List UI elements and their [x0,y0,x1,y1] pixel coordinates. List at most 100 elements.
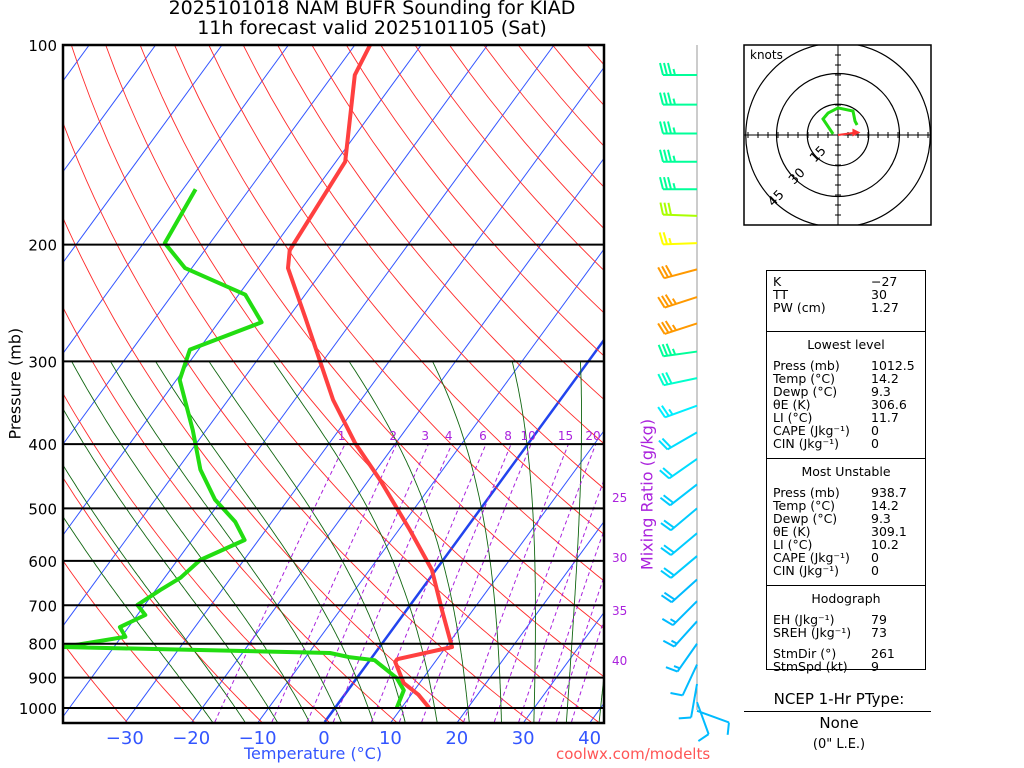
wind-barb [659,121,697,135]
barb-feather [667,92,672,105]
barb-feather [665,343,673,356]
stat-label: K [773,274,782,289]
barb-feather [657,344,665,357]
barb-feather [659,121,664,134]
stat-label: Dewp (°C) [773,384,838,399]
dry-adiabat [63,306,397,723]
dry-adiabat [63,392,330,723]
pressure-tick-label: 800 [28,636,57,654]
barb-shaft [662,213,698,217]
temperature-profile [286,45,454,710]
wind-barb [659,483,698,507]
moist-adiabat [432,361,502,723]
barb-feather [664,320,674,332]
barb-feather [657,322,666,335]
isotherm-line [63,45,289,355]
temperature-tick-label: −20 [172,728,210,749]
wind-barb [678,683,698,720]
stat-value: 0 [871,436,879,451]
stat-label: LI (°C) [773,410,813,425]
pressure-tick-label: 600 [28,553,57,571]
mixing-ratio-line [332,443,453,723]
stat-value: 0 [871,550,879,565]
stat-value: 309.1 [871,524,907,539]
barb-half-feather [672,68,676,76]
barb-feather [663,591,676,601]
barb-feather [659,469,670,480]
wind-barb [657,320,698,335]
pressure-tick-label: 400 [28,436,57,454]
barb-feather [659,92,664,105]
mixing-ratio-label: 15 [558,429,573,443]
barb-feather [660,547,672,556]
barb-half-feather [668,237,672,245]
pressure-tick-label: 200 [28,237,57,255]
stat-row: CAPE (Jkg⁻¹) 0 [773,424,919,437]
mixing-ratio-label: 2 [389,429,397,443]
section-heading: Lowest level [807,337,885,352]
stat-value: 1.27 [871,300,899,315]
pressure-tick-label: 900 [28,670,57,688]
barb-shaft [670,532,698,556]
barb-feather [663,62,668,76]
credit-link[interactable]: coolwx.com/modelts [556,745,711,763]
isotherm-line [191,157,604,723]
stat-row: Press (mb) 938.7 [773,486,919,499]
isotherm-line [63,45,157,173]
x-axis-title: Temperature (°C) [244,744,383,763]
dewpoint-profile [63,188,406,709]
barb-feather [659,62,664,76]
moist-adiabat [565,361,582,723]
mixing-ratio-label: 6 [479,429,487,443]
temperature-tick-label: 40 [578,728,601,749]
barb-feather [726,722,730,735]
moist-adiabat [511,361,536,722]
barb-shaft [670,507,698,532]
stat-label: PW (cm) [773,300,826,315]
mixing-ratio-label: 3 [421,429,429,443]
stat-label: CIN (Jkg⁻¹) [773,436,839,451]
wind-barb [658,431,698,451]
wind-barb [696,701,710,742]
stat-value: 0 [871,563,879,578]
barb-feather [663,176,668,190]
barb-feather [678,716,692,720]
barb-feather [661,265,669,278]
plot-frame [61,43,606,725]
barb-shaft [673,620,698,648]
wind-barb [657,294,698,309]
stat-row: CAPE (Jkg⁻¹) 0 [773,551,919,564]
pressure-tick-label: 100 [28,37,57,55]
stat-value: 306.6 [871,397,907,412]
wind-barb [660,555,698,579]
stat-row: Dewp (°C) 9.3 [773,385,919,398]
stat-value: 73 [871,625,887,640]
stat-value: 11.7 [871,410,899,425]
wind-barb [659,149,697,163]
barb-shaft [663,350,698,358]
stat-row: CIN (Jkg⁻¹) 0 [773,564,919,577]
wind-barb [659,458,698,480]
isotherm-line [257,248,604,723]
lowest-level-section: Lowest level Press (mb) 1012.5 Temp (°C) 14.… [767,332,925,459]
barb-shaft [662,242,698,246]
wind-barb [659,62,697,77]
barb-shaft [663,268,698,280]
barb-feather [664,294,674,306]
mixing-ratio-label: 10 [520,429,535,443]
mixing-ratio-line [518,478,604,723]
moist-adiabat [110,361,342,723]
barb-half-feather [668,408,674,416]
wind-barb [696,709,730,735]
barb-shaft [672,600,698,626]
wind-barb [670,664,698,697]
barb-shaft [681,664,698,696]
barb-shaft [696,701,710,735]
stat-row: PW (cm) 1.27 [773,301,919,314]
mixing-ratio-label: 20 [585,429,600,443]
barb-shaft [667,431,698,451]
dry-adiabat [311,45,604,401]
barb-shaft [664,296,698,309]
stat-row: SREH (Jkg⁻¹) 73 [773,626,919,639]
dry-adiabat [277,45,604,445]
